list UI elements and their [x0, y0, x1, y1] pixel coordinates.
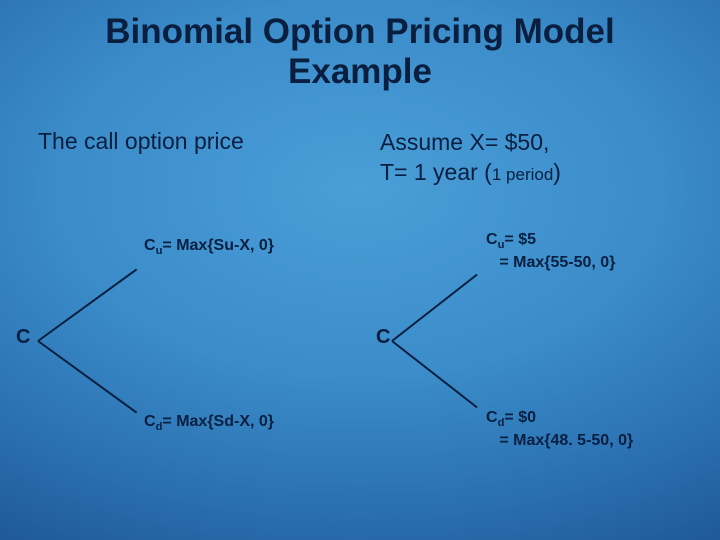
branch-down-line — [37, 340, 137, 413]
assume-line2c: ) — [553, 159, 561, 185]
cd-num-prefix: C — [486, 409, 498, 426]
cu-num-prefix: C — [486, 231, 498, 248]
node-up-generic: Cu= Max{Su-X, 0} — [144, 236, 274, 259]
branch-up-line-right — [391, 274, 477, 342]
cd-rest: = Max{Sd-X, 0} — [162, 413, 274, 430]
cu-num-line2: = Max{55-50, 0} — [486, 254, 615, 271]
cu-prefix: C — [144, 237, 156, 254]
branch-down-line-right — [391, 340, 477, 408]
tree-root-label: C — [16, 326, 30, 349]
slide-title: Binomial Option Pricing Model Example — [0, 0, 720, 93]
node-down-generic: Cd= Max{Sd-X, 0} — [144, 412, 274, 435]
subheading-right: Assume X= $50, T= 1 year (1 period) — [380, 128, 561, 188]
assume-period: 1 period — [492, 165, 553, 184]
node-up-numeric: Cu= $5 = Max{55-50, 0} — [486, 230, 615, 274]
cu-rest: = Max{Su-X, 0} — [162, 237, 274, 254]
tree-numeric: C Cu= $5 = Max{55-50, 0} Cd= $0 = Max{48… — [360, 230, 720, 450]
cd-prefix: C — [144, 413, 156, 430]
subheading-left: The call option price — [38, 128, 244, 155]
title-line2: Example — [288, 52, 432, 91]
title-line1: Binomial Option Pricing Model — [105, 12, 614, 51]
tree-branches — [38, 265, 138, 415]
cu-num-rest: = $5 — [504, 231, 536, 248]
cd-num-rest: = $0 — [504, 409, 536, 426]
assume-line1: Assume X= $50, — [380, 129, 549, 155]
node-down-numeric: Cd= $0 = Max{48. 5-50, 0} — [486, 408, 633, 452]
tree-generic: C Cu= Max{Su-X, 0} Cd= Max{Sd-X, 0} — [0, 230, 360, 450]
tree-branches-right — [392, 265, 480, 415]
tree-root-label-right: C — [376, 326, 390, 349]
branch-up-line — [37, 268, 137, 341]
cd-num-line2: = Max{48. 5-50, 0} — [486, 432, 633, 449]
assume-line2a: T= 1 year ( — [380, 159, 492, 185]
